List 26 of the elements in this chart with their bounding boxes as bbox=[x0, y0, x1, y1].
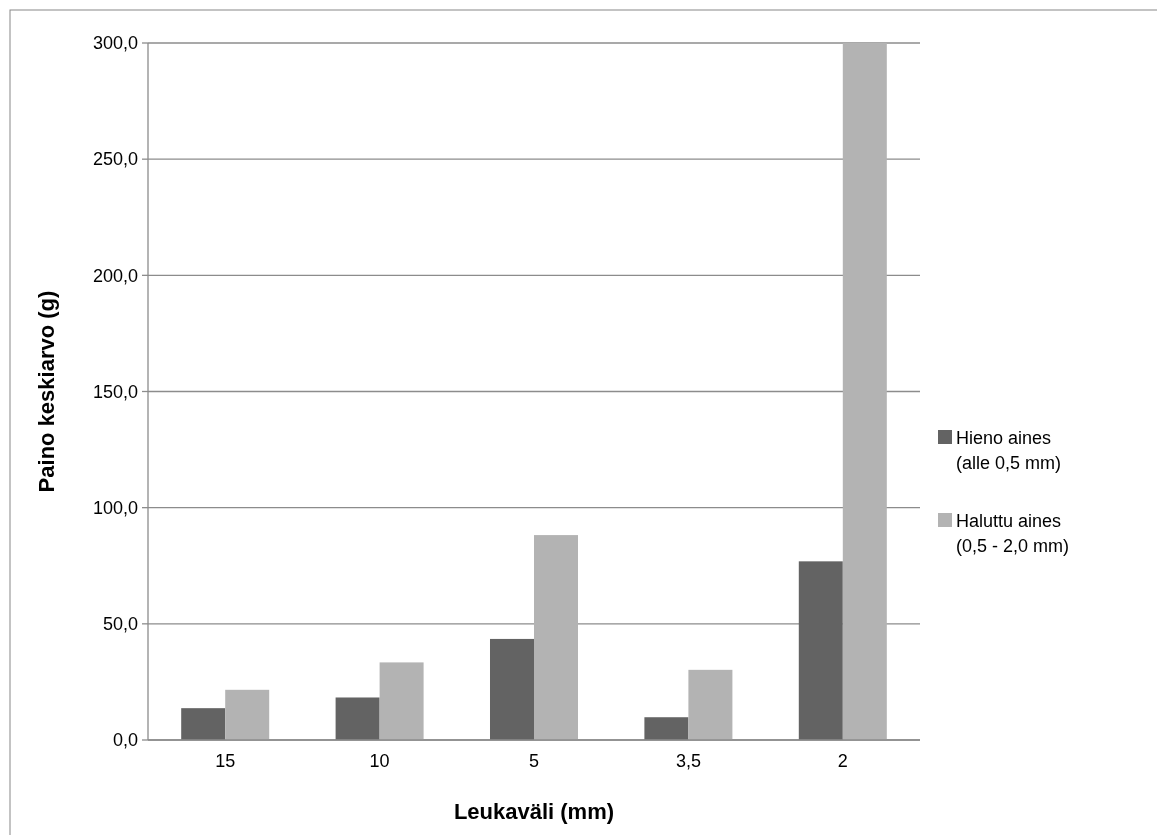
bar bbox=[225, 689, 270, 740]
x-tick-label: 3,5 bbox=[675, 751, 701, 771]
bar bbox=[181, 708, 226, 740]
x-tick-label: 15 bbox=[215, 751, 236, 771]
bar bbox=[534, 535, 578, 740]
legend-label: Hieno aines (alle 0,5 mm) bbox=[956, 428, 1062, 474]
x-tick-label: 10 bbox=[369, 751, 390, 771]
x-tick-label: 5 bbox=[528, 751, 540, 771]
bar bbox=[379, 662, 424, 740]
bar bbox=[842, 43, 887, 740]
y-axis-title: Paino keskiarvo (g) bbox=[34, 290, 59, 493]
bar bbox=[490, 638, 534, 740]
y-tick-label: 250,0 bbox=[92, 149, 138, 170]
y-tick-label: 0,0 bbox=[112, 730, 138, 751]
y-tick-label: 50,0 bbox=[102, 614, 138, 635]
y-tick-label: 150,0 bbox=[92, 381, 138, 402]
y-tick-label: 300,0 bbox=[92, 33, 138, 54]
legend-label: Haluttu aines (0,5 - 2,0 mm) bbox=[956, 511, 1070, 557]
y-tick-label: 100,0 bbox=[92, 497, 138, 518]
bar bbox=[688, 669, 733, 740]
bar bbox=[798, 561, 843, 740]
x-axis-title: Leukaväli (mm) bbox=[453, 799, 615, 824]
y-tick-label: 200,0 bbox=[92, 265, 138, 286]
x-tick-label: 2 bbox=[837, 751, 848, 771]
bar bbox=[335, 697, 380, 740]
bar bbox=[644, 717, 689, 740]
